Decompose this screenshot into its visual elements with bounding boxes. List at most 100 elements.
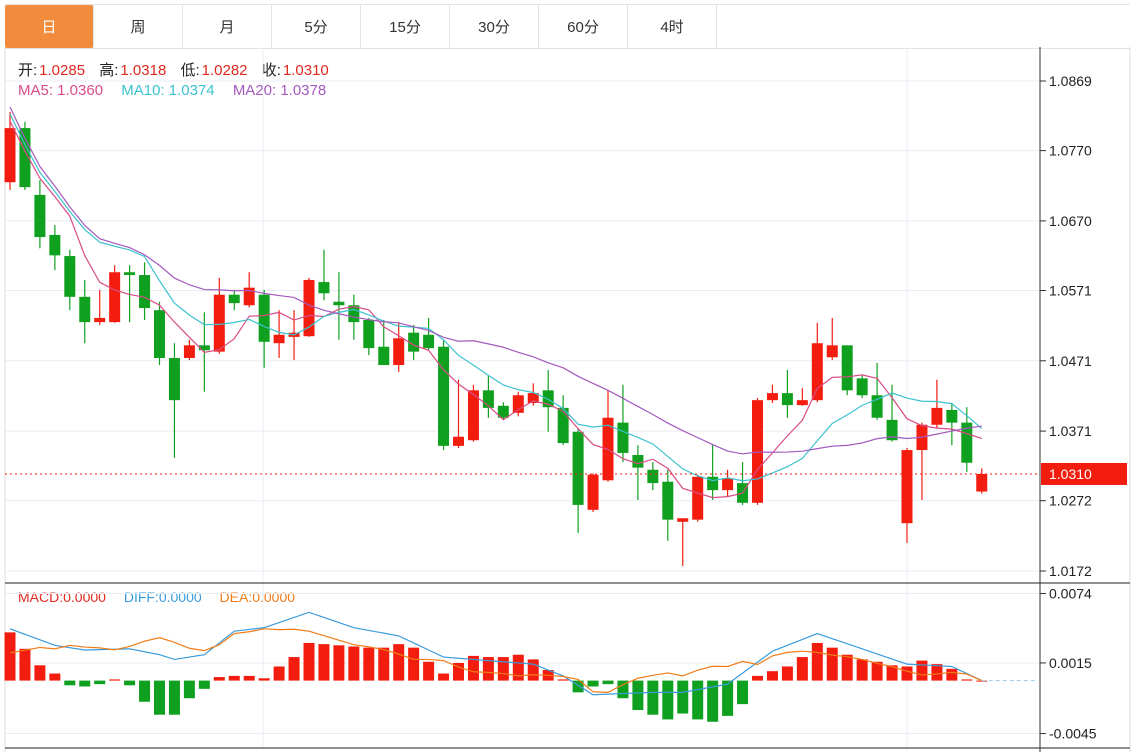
tab-4[interactable]: 15分: [361, 5, 450, 48]
macd-bar: [737, 680, 749, 705]
candle-body: [796, 400, 808, 406]
candle-body: [497, 405, 509, 418]
candle-body: [258, 294, 270, 342]
candle-body: [303, 279, 315, 337]
candle-body: [856, 378, 868, 396]
macd-bar: [124, 680, 136, 686]
macd-bar: [497, 657, 509, 681]
candle-body: [527, 393, 539, 403]
ma5-line: [9, 120, 982, 499]
price-tick-label: 1.0770: [1049, 143, 1092, 159]
candle-body: [931, 407, 943, 425]
candle-body: [976, 473, 988, 492]
tab-2[interactable]: 月: [183, 5, 272, 48]
macd-bar: [318, 644, 330, 681]
dea-line: [9, 628, 982, 693]
price-tick-label: 1.0371: [1049, 423, 1092, 439]
candle-body: [154, 310, 165, 358]
tab-5[interactable]: 30分: [450, 5, 539, 48]
macd-bar: [781, 666, 793, 681]
candle-body: [438, 346, 450, 446]
macd-bar: [64, 680, 76, 686]
macd-bar: [662, 680, 674, 720]
candle-body: [871, 395, 883, 418]
candle-body: [677, 518, 689, 522]
macd-bar: [886, 665, 898, 681]
macd-bar: [617, 680, 629, 699]
macd-value: MACD:0.0000: [18, 589, 106, 605]
macd-bar: [796, 657, 808, 681]
candle-body: [886, 419, 898, 441]
candle-body: [19, 128, 31, 188]
macd-bar: [348, 646, 360, 681]
macd-bar: [752, 675, 763, 681]
period-tabs: 日周月 5分 15分 30分 60分 4时: [5, 4, 1130, 49]
ma10-line: [9, 113, 983, 482]
macd-bar: [79, 680, 91, 687]
candle-body: [901, 450, 913, 524]
macd-bar: [856, 659, 868, 681]
macd-bar: [213, 677, 225, 681]
open-label: 开:: [18, 62, 38, 79]
macd-bar: [4, 632, 16, 681]
last-price-badge: [1041, 462, 1127, 485]
macd-bar: [931, 664, 943, 681]
macd-bar: [168, 680, 180, 715]
tab-6[interactable]: 60分: [539, 5, 628, 48]
macd-bar: [94, 680, 106, 685]
price-tick-label: 1.0670: [1049, 213, 1092, 229]
candle-body: [647, 469, 659, 484]
macd-bar: [811, 642, 823, 681]
macd-bar: [602, 680, 614, 685]
macd-bar: [423, 661, 435, 681]
candle-body: [318, 282, 330, 294]
high-label: 高:: [99, 62, 119, 79]
candle-body: [333, 301, 345, 306]
candle-body: [109, 272, 121, 323]
macd-bar: [512, 654, 524, 681]
macd-bar: [228, 675, 240, 681]
ma20-value: MA20: 1.0378: [232, 82, 327, 99]
candle-body: [273, 334, 285, 344]
low-value: 1.0282: [201, 62, 248, 79]
macd-bar: [871, 661, 883, 681]
macd-bar: [482, 657, 494, 681]
ma10-value: MA10: 1.0374: [121, 82, 215, 99]
price-tick-label: 1.0272: [1049, 493, 1092, 509]
tab-7[interactable]: 4时: [628, 5, 717, 48]
price-tick-label: 1.0869: [1049, 73, 1092, 89]
macd-bar: [333, 645, 345, 681]
macd-bar: [19, 648, 31, 681]
macd-bar: [183, 680, 195, 699]
macd-bar: [632, 680, 644, 711]
candle-body: [79, 296, 91, 323]
tab-0[interactable]: 日: [5, 5, 94, 48]
candle-body: [587, 474, 599, 510]
candle-body: [49, 234, 61, 256]
tab-1[interactable]: 周: [94, 5, 183, 48]
macd-bar: [243, 675, 255, 681]
close-label: 收:: [261, 62, 281, 79]
candle-body: [512, 395, 524, 413]
macd-bar: [198, 680, 210, 689]
diff-line: [9, 611, 983, 696]
candle-body: [168, 357, 180, 401]
candle-body: [632, 454, 644, 468]
macd-bar: [258, 678, 270, 681]
macd-bar: [453, 662, 464, 681]
macd-bar: [587, 680, 599, 687]
ma-readout: MA5: 1.0360 MA10: 1.0374 MA20: 1.0378: [18, 82, 328, 99]
candle-body: [707, 476, 719, 491]
tab-3[interactable]: 5分: [272, 5, 361, 48]
ohlc-readout: 开: 1.0285 高: 1.0318 低: 1.0282 收: 1.0310: [18, 59, 339, 80]
macd-bar: [961, 679, 973, 681]
macd-bar: [722, 680, 734, 716]
candle-body: [393, 338, 405, 366]
candle-body: [453, 436, 464, 446]
candle-body: [363, 320, 375, 349]
macd-bar: [154, 680, 165, 715]
macd-bar: [303, 642, 315, 681]
candle-body: [4, 128, 16, 183]
candle-body: [139, 275, 151, 309]
